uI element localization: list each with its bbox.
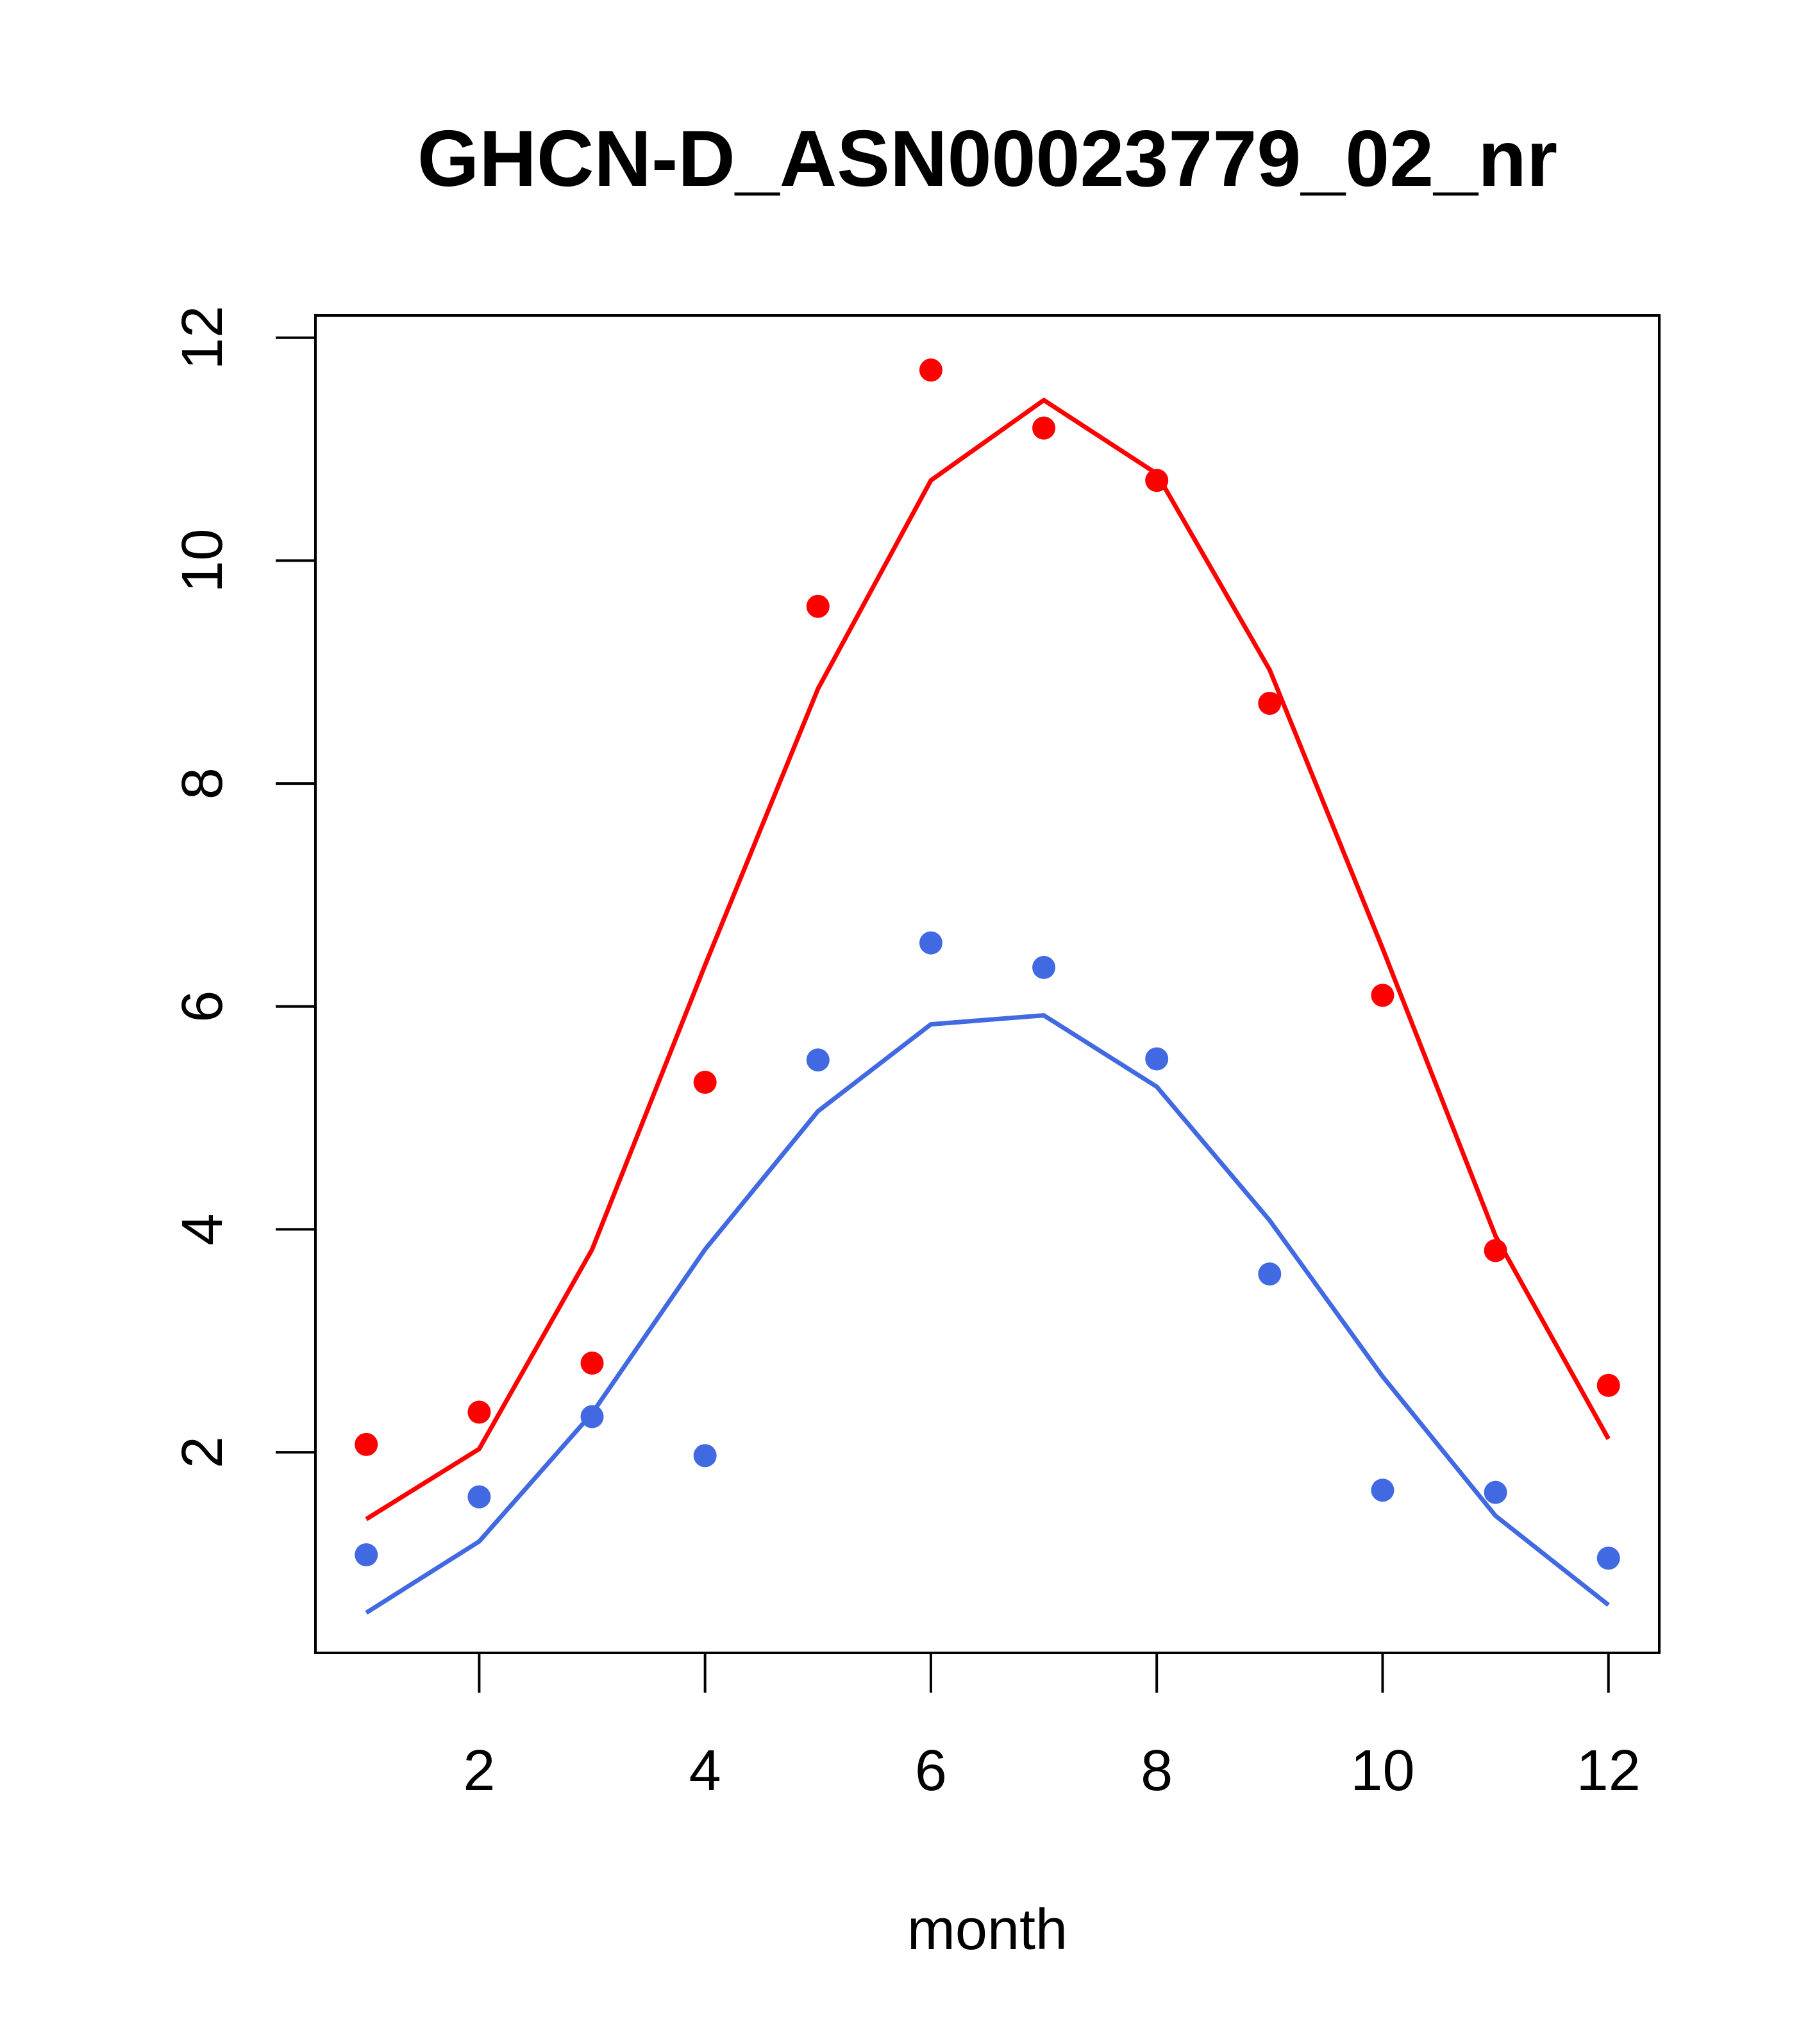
y-tick-label: 12 — [171, 306, 235, 370]
data-point — [467, 1400, 491, 1424]
data-point — [693, 1444, 717, 1468]
y-tick-label: 6 — [171, 991, 235, 1023]
data-point — [467, 1485, 491, 1509]
x-axis-label: month — [907, 1898, 1068, 1962]
x-axis: 2 4 6 8 10 12 — [463, 1652, 1641, 1803]
data-point — [355, 1543, 378, 1567]
y-axis: 2 4 6 8 10 12 — [171, 306, 317, 1468]
data-point — [1032, 416, 1056, 440]
data-point — [1596, 1546, 1620, 1570]
x-tick-label: 2 — [463, 1739, 495, 1803]
data-point — [1371, 984, 1394, 1007]
data-point — [1258, 691, 1282, 715]
data-point — [1371, 1479, 1394, 1502]
x-tick-label: 12 — [1577, 1739, 1641, 1803]
x-tick-label: 8 — [1141, 1739, 1173, 1803]
x-tick-label: 4 — [689, 1739, 721, 1803]
y-tick-label: 10 — [171, 528, 235, 592]
plot-frame — [314, 314, 1661, 1654]
data-point — [1032, 955, 1056, 979]
y-tick-label: 8 — [171, 767, 235, 800]
data-point — [693, 1070, 717, 1094]
x-tick-label: 6 — [915, 1739, 947, 1803]
data-point — [580, 1352, 604, 1375]
x-tick-label: 10 — [1350, 1739, 1414, 1803]
series-line — [365, 398, 1611, 1521]
data-point — [806, 594, 830, 618]
data-point — [1596, 1373, 1620, 1397]
data-point — [919, 931, 942, 955]
data-point — [1145, 1047, 1169, 1071]
series-line — [365, 1013, 1610, 1615]
chart-title: GHCN-D_ASN00023779_02_nr — [417, 115, 1557, 203]
y-tick-label: 2 — [171, 1436, 235, 1468]
series-2 — [355, 931, 1620, 1615]
data-point — [1484, 1480, 1507, 1504]
data-point — [1258, 1262, 1282, 1286]
data-point — [355, 1432, 378, 1456]
data-point — [1145, 469, 1169, 492]
data-point — [580, 1405, 604, 1428]
series-1 — [355, 358, 1620, 1521]
y-tick-label: 4 — [171, 1213, 235, 1245]
data-point — [806, 1048, 830, 1072]
series-layer — [355, 358, 1620, 1615]
data-point — [919, 358, 942, 382]
data-point — [1484, 1239, 1507, 1262]
